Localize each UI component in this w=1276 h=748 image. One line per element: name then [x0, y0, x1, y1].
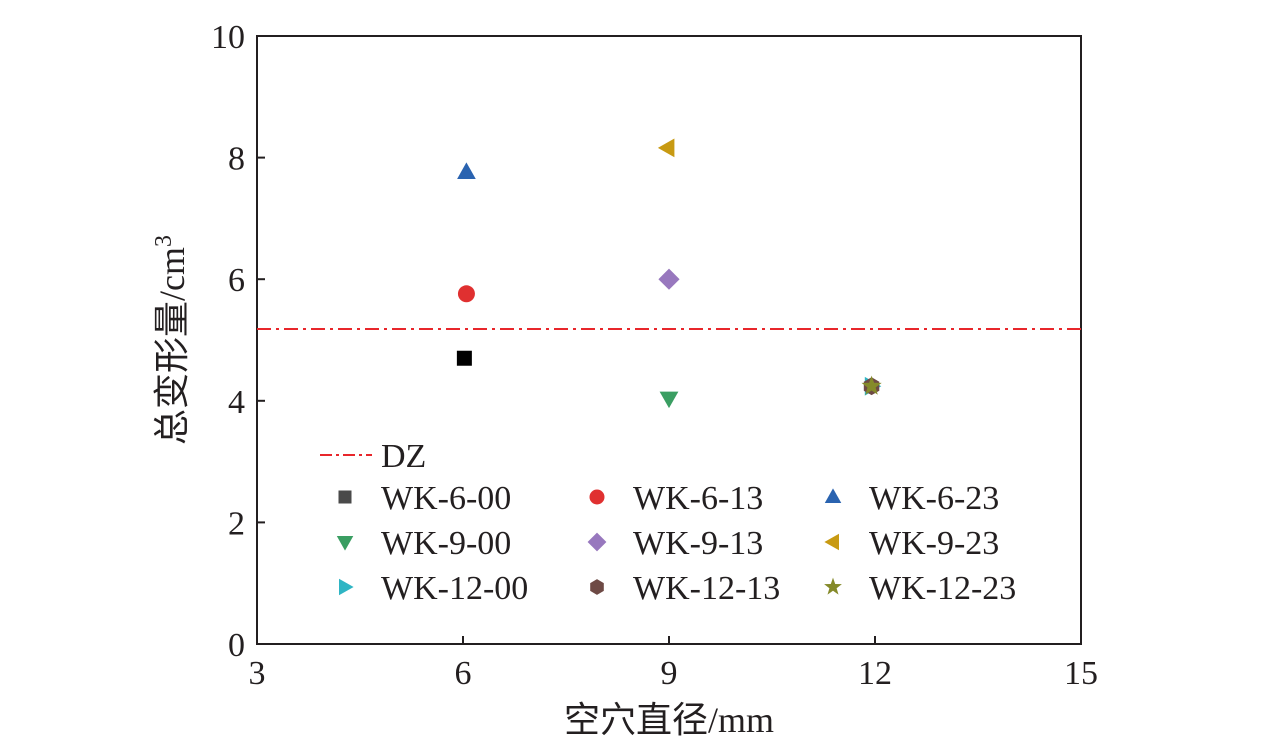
- legend-marker: [824, 488, 842, 503]
- axis-ticks: 3 6 9 12 15 0 2 4 6 8 10: [211, 19, 1098, 692]
- plot-area: 3 6 9 12 15 0 2 4 6 8 10: [211, 19, 1098, 692]
- legend-label: WK-6-13: [633, 480, 763, 517]
- legend-label: DZ: [381, 438, 426, 475]
- legend-label: WK-6-23: [869, 480, 999, 517]
- y-axis-label-main: 总变形量/cm: [152, 247, 192, 445]
- data-point: [659, 391, 679, 409]
- y-tick-label: 4: [228, 384, 245, 421]
- legend-marker: [587, 532, 607, 552]
- legend-marker: [339, 578, 354, 596]
- legend-label: WK-9-13: [633, 525, 763, 562]
- data-point: [657, 138, 675, 158]
- legend-marker: [336, 536, 354, 551]
- data-point: [456, 350, 472, 366]
- y-tick-label: 10: [211, 19, 245, 56]
- legend-marker: [589, 489, 605, 505]
- y-axis-label-superscript: 3: [151, 235, 177, 247]
- x-tick-label: 15: [1064, 655, 1098, 692]
- legend-label: WK-9-00: [381, 525, 511, 562]
- y-axis-label: 总变形量/cm3: [151, 235, 192, 445]
- legend-marker: [824, 577, 842, 595]
- legend-label: WK-12-00: [381, 570, 528, 607]
- x-tick-label: 12: [858, 655, 892, 692]
- data-point: [861, 375, 882, 395]
- legend: DZ WK-6-00 WK-6-13 WK-6-23 WK-9-00 WK-9-13 WK-…: [320, 438, 1016, 607]
- y-tick-label: 2: [228, 505, 245, 542]
- legend-marker: [824, 533, 839, 551]
- data-point: [457, 162, 476, 179]
- legend-label: WK-12-13: [633, 570, 780, 607]
- y-tick-label: 8: [228, 141, 245, 178]
- x-tick-label: 6: [455, 655, 472, 692]
- data-points: [456, 138, 882, 409]
- x-tick-label: 3: [249, 655, 266, 692]
- legend-label: WK-9-23: [869, 525, 999, 562]
- legend-label: WK-12-23: [869, 570, 1016, 607]
- data-point: [658, 268, 680, 290]
- data-point: [457, 285, 475, 303]
- legend-label: WK-6-00: [381, 480, 511, 517]
- y-tick-label: 6: [228, 262, 245, 299]
- legend-marker: [590, 579, 604, 595]
- x-axis-label: 空穴直径/mm: [564, 700, 774, 740]
- legend-marker: [338, 490, 352, 504]
- x-tick-label: 9: [661, 655, 678, 692]
- y-tick-label: 0: [228, 627, 245, 664]
